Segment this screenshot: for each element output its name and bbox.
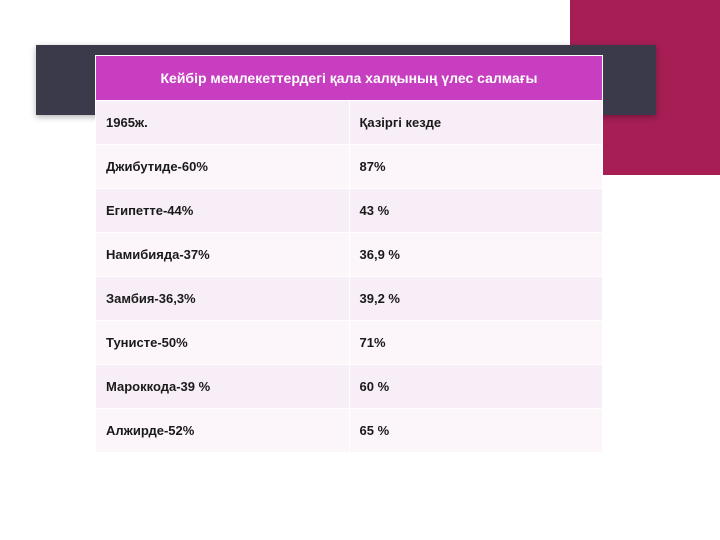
col-header-1965: 1965ж. xyxy=(96,101,350,145)
cell-country-1965: Египетте-44% xyxy=(96,189,350,233)
cell-current: 39,2 % xyxy=(349,277,603,321)
cell-country-1965: Джибутиде-60% xyxy=(96,145,350,189)
table-row: Джибутиде-60% 87% xyxy=(96,145,603,189)
cell-current: 60 % xyxy=(349,365,603,409)
cell-current: 36,9 % xyxy=(349,233,603,277)
table-row: Намибияда-37% 36,9 % xyxy=(96,233,603,277)
cell-current: 43 % xyxy=(349,189,603,233)
table-row: Тунисте-50% 71% xyxy=(96,321,603,365)
cell-country-1965: Намибияда-37% xyxy=(96,233,350,277)
col-header-current: Қазіргі кезде xyxy=(349,101,603,145)
table-title: Кейбір мемлекеттердегі қала халқының үле… xyxy=(96,56,603,101)
table-row: Мароккода-39 % 60 % xyxy=(96,365,603,409)
table-row: Алжирде-52% 65 % xyxy=(96,409,603,453)
cell-country-1965: Тунисте-50% xyxy=(96,321,350,365)
data-table-container: Кейбір мемлекеттердегі қала халқының үле… xyxy=(95,55,603,453)
cell-current: 65 % xyxy=(349,409,603,453)
data-table: Кейбір мемлекеттердегі қала халқының үле… xyxy=(95,55,603,453)
cell-current: 71% xyxy=(349,321,603,365)
cell-country-1965: Мароккода-39 % xyxy=(96,365,350,409)
cell-country-1965: Алжирде-52% xyxy=(96,409,350,453)
table-row: Египетте-44% 43 % xyxy=(96,189,603,233)
table-header-row: 1965ж. Қазіргі кезде xyxy=(96,101,603,145)
slide: Кейбір мемлекеттердегі қала халқының үле… xyxy=(0,0,720,540)
cell-country-1965: Замбия-36,3% xyxy=(96,277,350,321)
cell-current: 87% xyxy=(349,145,603,189)
table-title-row: Кейбір мемлекеттердегі қала халқының үле… xyxy=(96,56,603,101)
table-row: Замбия-36,3% 39,2 % xyxy=(96,277,603,321)
